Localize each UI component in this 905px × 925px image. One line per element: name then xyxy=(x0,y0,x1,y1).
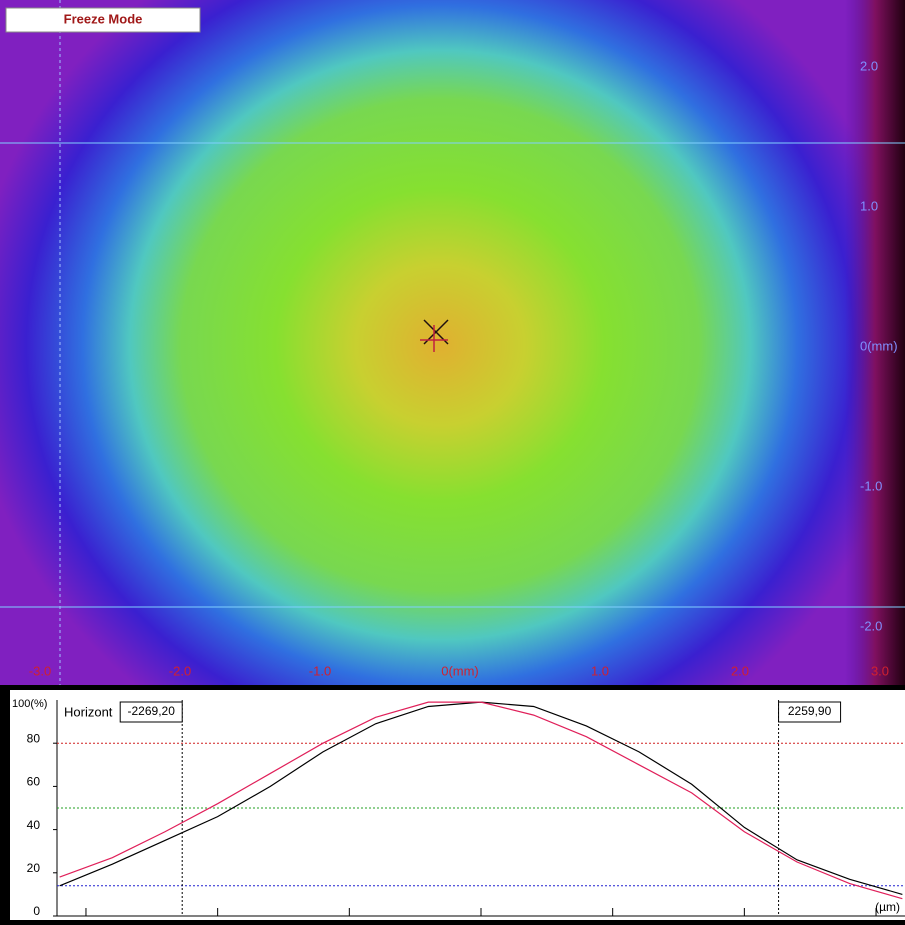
image-y-tick-label: 0(mm) xyxy=(860,338,898,353)
image-x-tick-label: -3.0 xyxy=(29,663,51,678)
image-x-tick-label: 0(mm) xyxy=(441,663,479,678)
mode-label: Freeze Mode xyxy=(64,11,143,26)
orientation-label: Horizont xyxy=(64,704,113,719)
image-x-tick-label: -1.0 xyxy=(309,663,331,678)
image-y-tick-label: -1.0 xyxy=(860,478,882,493)
crosshair xyxy=(420,319,449,352)
y-tick-label: 60 xyxy=(27,775,41,789)
image-y-tick-label: 1.0 xyxy=(860,198,878,213)
y-tick-label: 80 xyxy=(27,731,41,745)
profile-panel xyxy=(10,690,905,920)
image-x-tick-label: 1.0 xyxy=(591,663,609,678)
y-tick-label: 20 xyxy=(27,861,41,875)
y-tick-label: 0 xyxy=(33,904,40,918)
sensor-edge xyxy=(845,0,905,685)
image-x-tick-label: -2.0 xyxy=(169,663,191,678)
cursor-label: -2269,20 xyxy=(128,704,176,718)
mode-badge[interactable] xyxy=(5,7,201,33)
beam-image xyxy=(0,0,905,685)
y-tick-label: 40 xyxy=(27,818,41,832)
cursor-box xyxy=(119,701,183,723)
x-unit-label: (µm) xyxy=(875,900,900,914)
image-x-tick-label: 3.0 xyxy=(871,663,889,678)
image-x-tick-label: 2.0 xyxy=(731,663,749,678)
y-axis-label: 100(%) xyxy=(12,698,47,710)
image-y-tick-label: 2.0 xyxy=(860,58,878,73)
image-y-tick-label: -2.0 xyxy=(860,618,882,633)
cursor-label: 2259,90 xyxy=(788,704,832,718)
profile-fit xyxy=(59,701,903,900)
cursor-box xyxy=(778,701,842,723)
